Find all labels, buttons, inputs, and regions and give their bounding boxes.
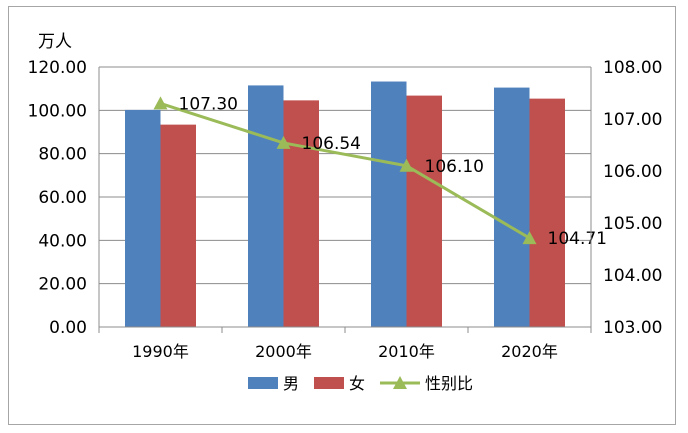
legend-marker <box>393 376 407 389</box>
y-left-tick-label: 80.00 <box>38 145 87 165</box>
sex-ratio-data-label: 104.71 <box>548 229 607 249</box>
x-tick-label: 1990年 <box>132 342 189 361</box>
x-tick-label: 2010年 <box>378 342 435 361</box>
legend-swatch <box>248 377 278 389</box>
y-left-tick-label: 0.00 <box>49 318 87 338</box>
y-right-tick-label: 108.00 <box>603 58 662 78</box>
axes: 0.00 20.00 40.00 60.00 80.00 100.00 120.00 103.… <box>28 58 663 361</box>
sex-ratio-point <box>399 158 414 172</box>
y-left-tick-label: 120.00 <box>28 58 87 78</box>
y-right-tick-label: 107.00 <box>603 110 662 130</box>
y-left-tick-label: 100.00 <box>28 101 87 121</box>
y-right-tick-label: 104.00 <box>603 266 662 286</box>
y-right-tick-label: 105.00 <box>603 214 662 234</box>
line-layer: 107.30 106.54 106.10 104.71 <box>153 94 607 249</box>
bar-male <box>125 109 161 328</box>
bar-female <box>529 98 565 327</box>
legend-swatch <box>314 377 344 389</box>
sex-ratio-point <box>276 135 291 149</box>
legend-label: 男 <box>283 374 299 393</box>
sex-ratio-data-label: 107.30 <box>179 94 238 114</box>
bar-male <box>494 87 530 327</box>
y-left-tick-label: 20.00 <box>38 275 87 295</box>
y-left-tick-label: 60.00 <box>38 188 87 208</box>
y-right-tick-label: 103.00 <box>603 318 662 338</box>
legend-label: 性别比 <box>425 374 473 393</box>
bar-female <box>160 124 196 327</box>
y-left-tick-label: 40.00 <box>38 231 87 251</box>
bar-female <box>283 100 319 327</box>
sex-ratio-data-label: 106.54 <box>302 134 361 154</box>
sex-ratio-point <box>522 231 537 245</box>
bar-female <box>406 95 442 327</box>
legend: 男 女 性别比 <box>248 374 473 393</box>
unit-label: 万人 <box>38 32 72 52</box>
y-right-tick-label: 106.00 <box>603 162 662 182</box>
x-tick-label: 2000年 <box>255 342 312 361</box>
sex-ratio-data-label: 106.10 <box>425 157 484 177</box>
x-tick-label: 2020年 <box>501 342 558 361</box>
bar-male <box>371 81 407 328</box>
sex-ratio-line <box>160 101 531 240</box>
legend-label: 女 <box>349 374 365 393</box>
bar-male <box>248 85 284 328</box>
bars <box>125 81 565 328</box>
sex-ratio-point <box>153 96 168 110</box>
